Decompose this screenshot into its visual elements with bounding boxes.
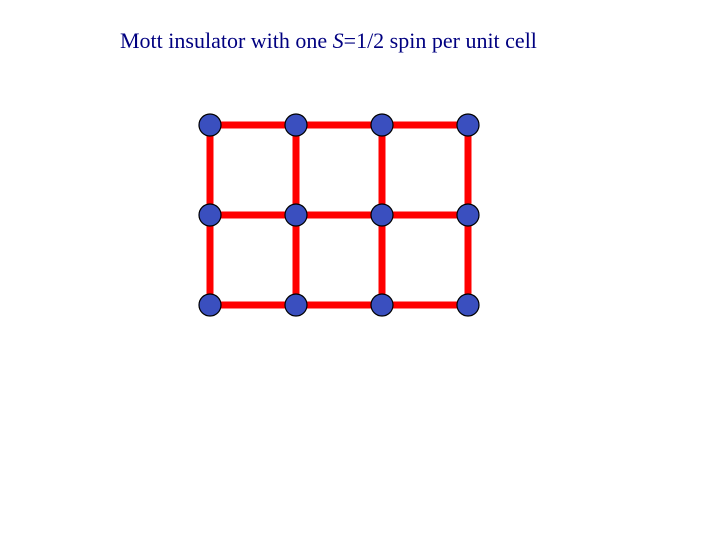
page-title: Mott insulator with one S=1/2 spin per u… [120,28,537,54]
lattice-node [371,294,393,316]
title-prefix: Mott insulator with one [120,28,333,53]
lattice-node [285,204,307,226]
title-suffix: =1/2 spin per unit cell [344,28,537,53]
lattice-node [199,294,221,316]
title-spin-symbol: S [333,28,344,53]
lattice-node [285,114,307,136]
lattice-diagram [185,100,495,330]
stage: Mott insulator with one S=1/2 spin per u… [0,0,720,540]
bonds-group [210,125,468,305]
lattice-node [371,204,393,226]
lattice-node [199,204,221,226]
lattice-node [371,114,393,136]
lattice-node [199,114,221,136]
lattice-node [457,294,479,316]
lattice-node [457,114,479,136]
lattice-node [285,294,307,316]
lattice-node [457,204,479,226]
